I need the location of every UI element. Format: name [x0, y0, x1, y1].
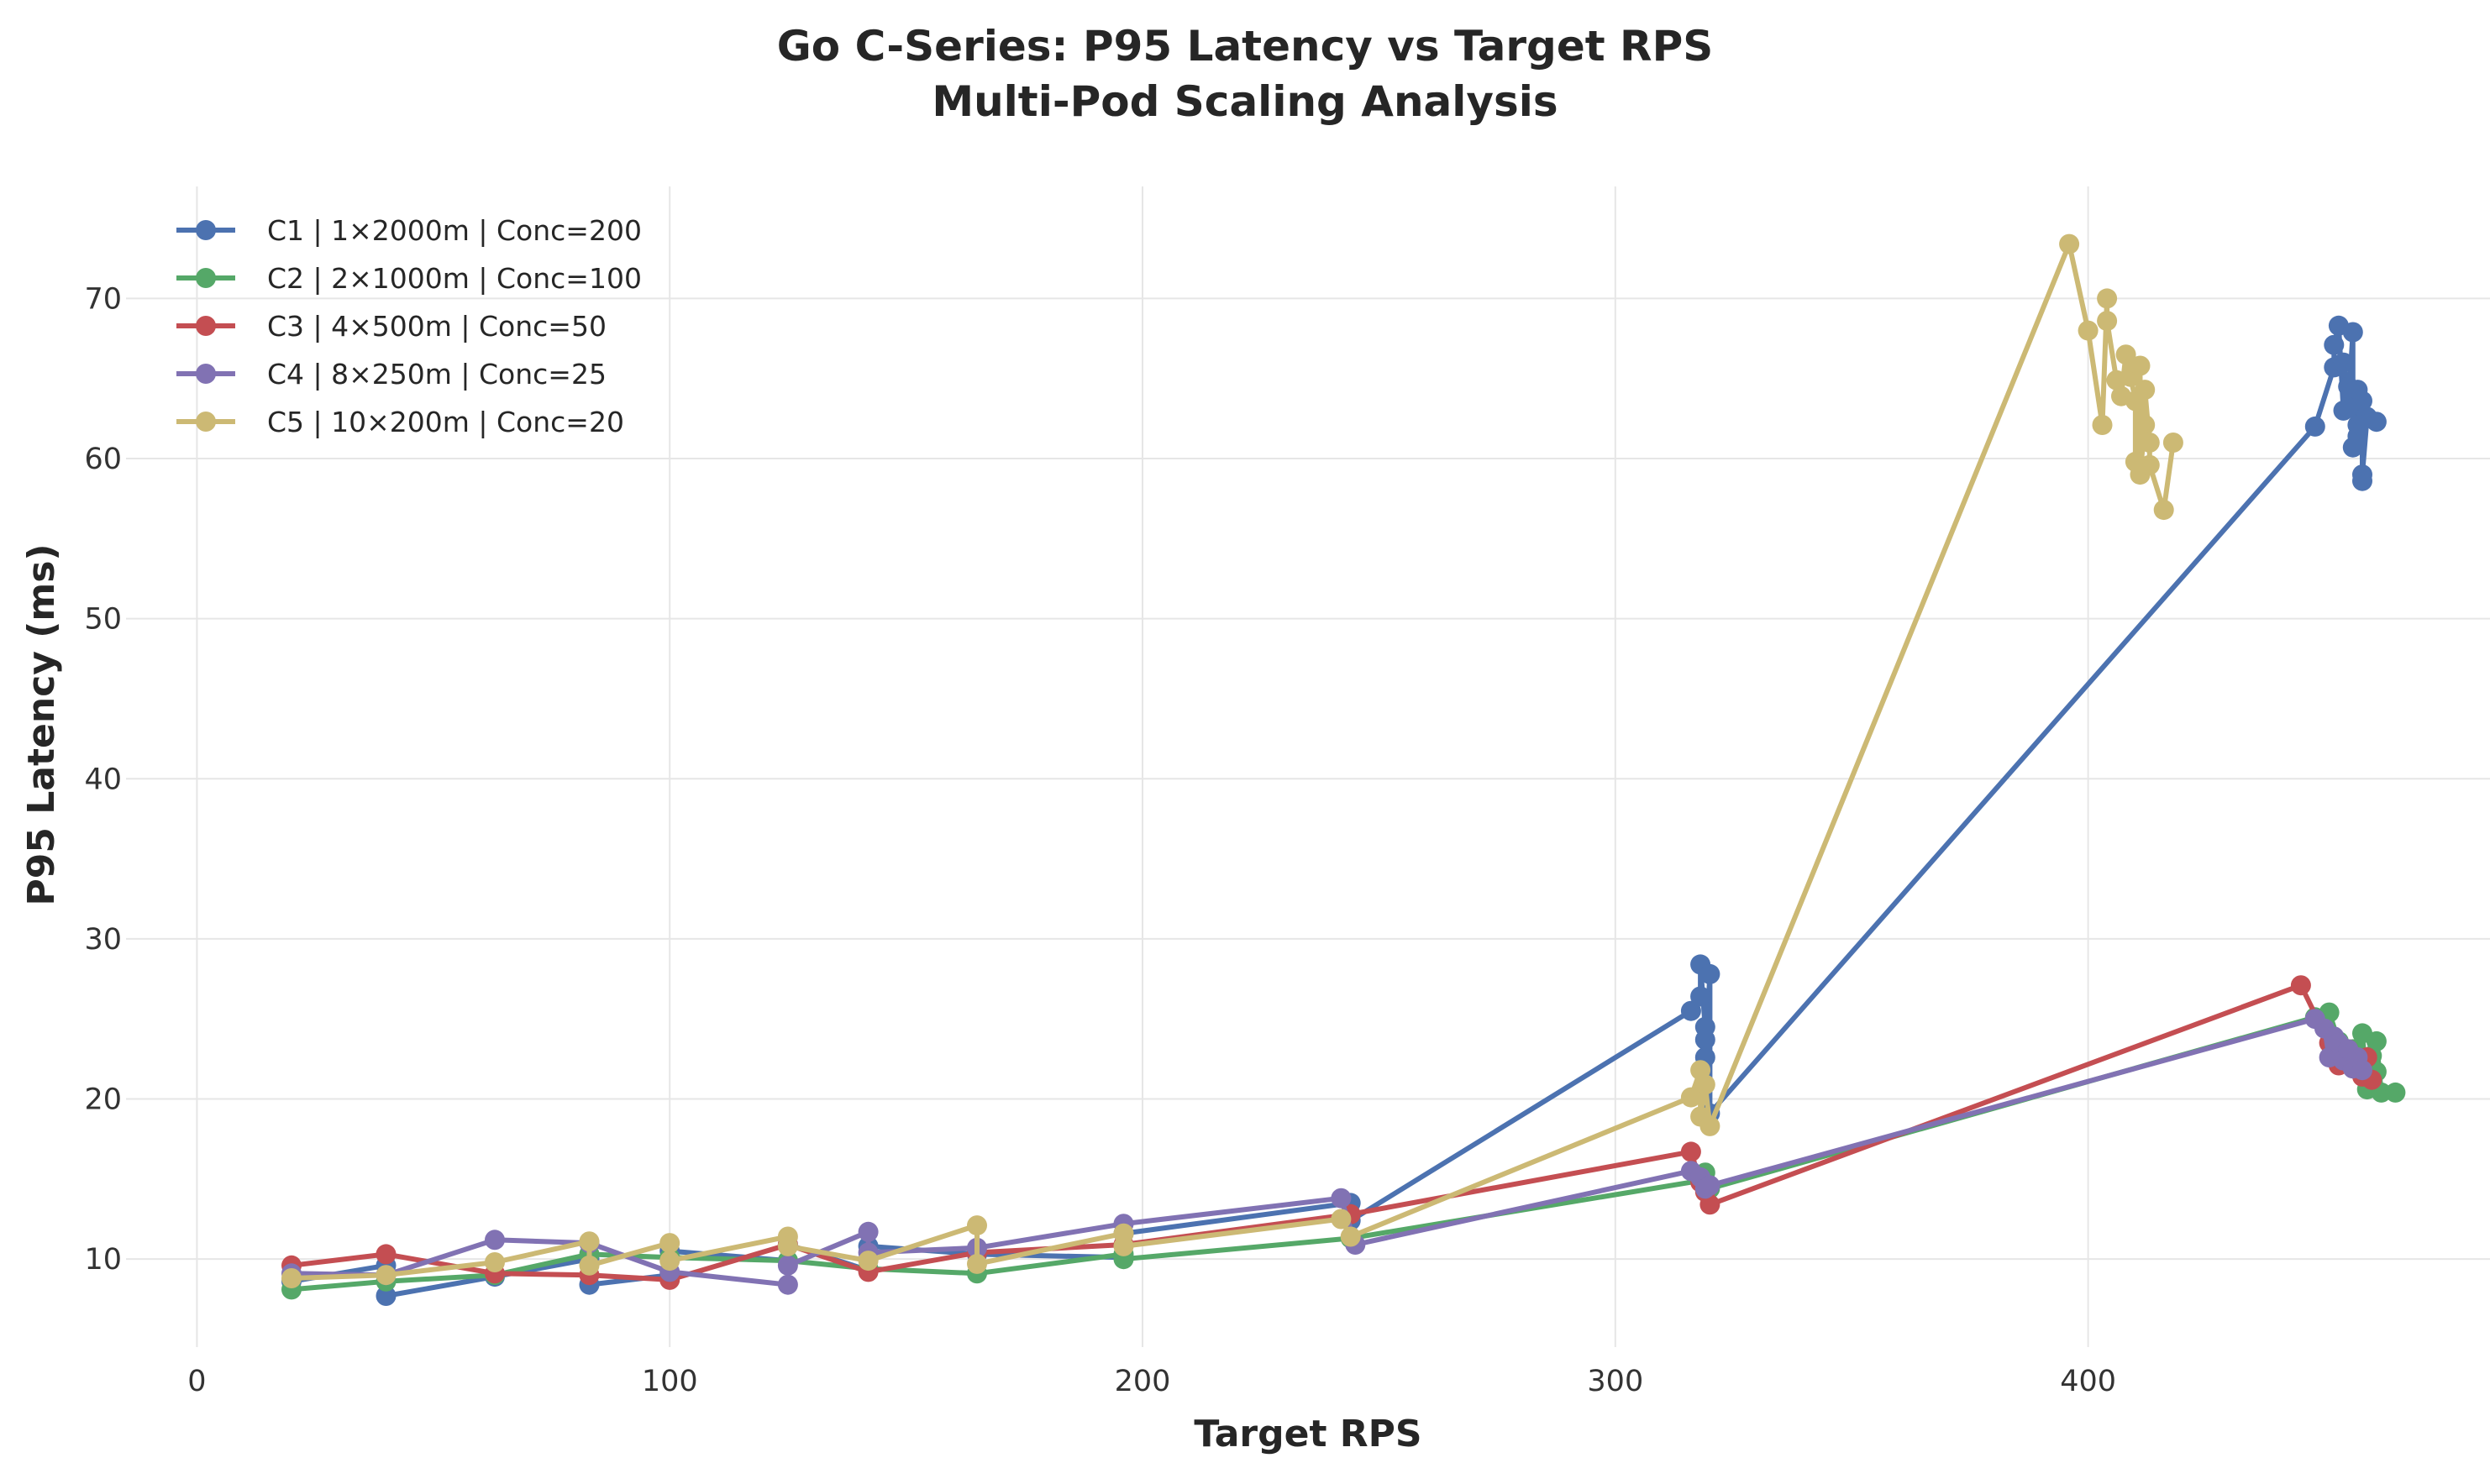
data-point	[2290, 975, 2311, 996]
data-point	[2135, 380, 2156, 401]
data-point	[967, 1215, 987, 1236]
y-tick-label: 10	[84, 1243, 122, 1277]
data-point	[2135, 415, 2156, 435]
x-tick-label: 300	[1587, 1365, 1643, 1398]
data-point	[1699, 1194, 1720, 1215]
data-point	[1113, 1235, 1134, 1256]
data-point	[2366, 412, 2387, 433]
x-tick-label: 100	[642, 1365, 698, 1398]
chart-title: Go C-Series: P95 Latency vs Target RPS	[777, 22, 1713, 71]
data-point	[2333, 352, 2354, 373]
data-point	[1699, 1115, 1720, 1136]
data-point	[2092, 415, 2113, 435]
x-axis-title: Target RPS	[1194, 1413, 1421, 1455]
data-point	[2139, 454, 2160, 475]
data-point	[1340, 1226, 1361, 1247]
data-point	[659, 1233, 680, 1254]
data-point	[2097, 288, 2118, 309]
data-point	[1694, 1074, 1715, 1095]
data-point	[659, 1251, 680, 1272]
data-point	[2153, 500, 2174, 521]
data-point	[1680, 1087, 1701, 1108]
data-point	[1690, 986, 1711, 1007]
y-tick-label: 30	[84, 923, 122, 957]
data-point	[2130, 355, 2151, 376]
data-point	[777, 1274, 798, 1295]
data-point	[1331, 1209, 1352, 1230]
data-point	[2139, 433, 2160, 453]
x-tick-label: 0	[187, 1365, 206, 1398]
legend-marker	[196, 364, 216, 384]
data-point	[281, 1268, 302, 1288]
y-tick-label: 50	[84, 603, 122, 637]
legend-marker	[196, 412, 216, 432]
data-point	[2162, 433, 2183, 453]
data-point	[579, 1255, 600, 1276]
grid	[126, 186, 2490, 1347]
plot-area	[281, 233, 2406, 1306]
axis-ticks: 0 100 200 300 400 10 20 30 40 50 60 70	[84, 282, 2116, 1398]
data-point	[2097, 311, 2118, 332]
legend-marker	[196, 268, 216, 288]
data-point	[485, 1252, 505, 1272]
legend-marker	[196, 220, 216, 240]
data-point	[376, 1286, 397, 1306]
legend-entry-label: C4 | 8×250m | Conc=25	[267, 358, 607, 391]
data-point	[1694, 1030, 1715, 1050]
legend: C1 | 1×2000m | Conc=200 C2 | 2×1000m | Co…	[176, 214, 642, 438]
x-tick-label: 400	[2060, 1365, 2116, 1398]
data-point	[2342, 322, 2363, 343]
data-point	[1699, 963, 1720, 984]
data-point	[485, 1230, 505, 1251]
series-5	[281, 233, 2183, 1288]
y-tick-label: 40	[84, 763, 122, 796]
data-point	[858, 1221, 879, 1242]
legend-entry-label: C5 | 10×200m | Conc=20	[267, 406, 624, 438]
legend-entry-label: C1 | 1×2000m | Conc=200	[267, 214, 642, 247]
data-point	[967, 1253, 987, 1274]
chart-subtitle: Multi-Pod Scaling Analysis	[932, 77, 1558, 126]
data-point	[2366, 1030, 2387, 1051]
data-point	[376, 1244, 397, 1265]
data-point	[2385, 1082, 2406, 1103]
y-axis-title: P95 Latency (ms)	[20, 543, 63, 905]
data-point	[777, 1235, 798, 1256]
data-point	[858, 1251, 879, 1272]
data-point	[2078, 320, 2099, 341]
y-tick-label: 70	[84, 282, 122, 316]
data-point	[2059, 233, 2080, 254]
data-point	[2115, 344, 2136, 365]
data-point	[2352, 464, 2372, 485]
data-point	[2324, 334, 2345, 355]
data-point	[1680, 1000, 1701, 1021]
y-tick-label: 60	[84, 443, 122, 476]
data-point	[2304, 416, 2325, 437]
legend-marker	[196, 316, 216, 336]
x-tick-label: 200	[1115, 1365, 1171, 1398]
y-tick-label: 20	[84, 1083, 122, 1117]
data-point	[2352, 391, 2372, 412]
data-point	[376, 1265, 397, 1286]
data-point	[777, 1255, 798, 1276]
data-point	[1331, 1188, 1352, 1209]
data-point	[2352, 1060, 2372, 1081]
data-point	[579, 1231, 600, 1252]
data-point	[1680, 1141, 1701, 1162]
data-point	[2347, 426, 2368, 447]
legend-entry-label: C2 | 2×1000m | Conc=100	[267, 262, 642, 295]
data-point	[1699, 1175, 1720, 1196]
legend-entry-label: C3 | 4×500m | Conc=50	[267, 310, 607, 343]
